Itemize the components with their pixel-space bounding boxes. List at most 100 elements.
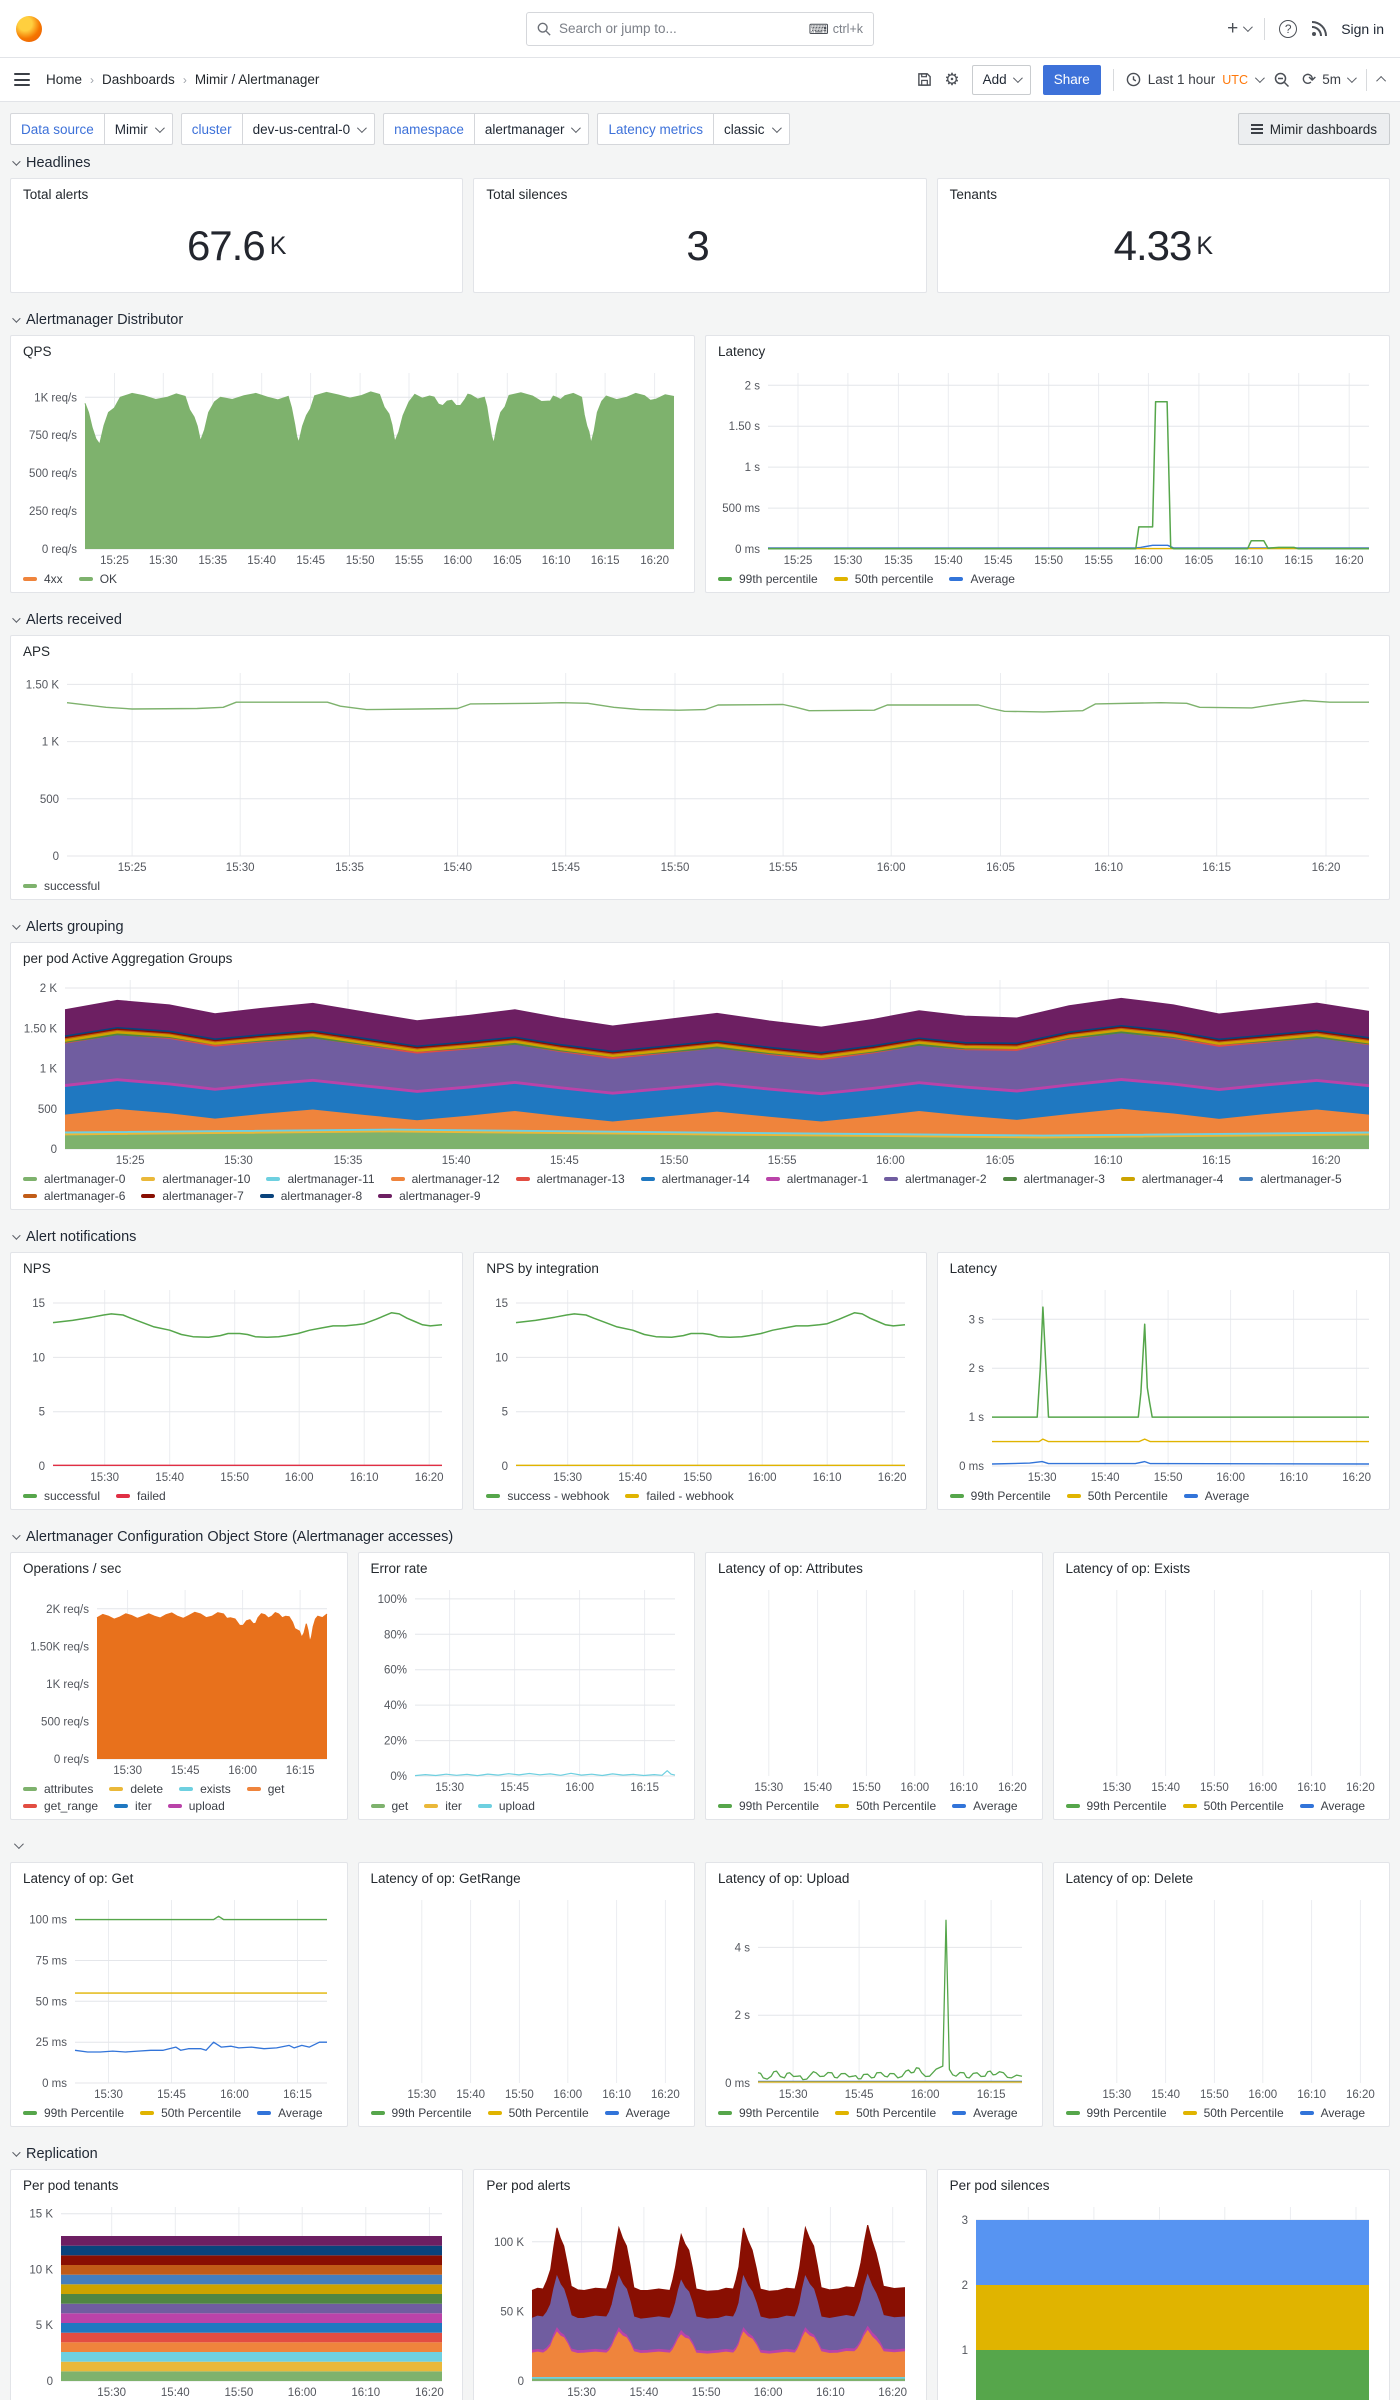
panel-title[interactable]: NPS (23, 1261, 51, 1276)
legend-item[interactable]: Average (1183, 1489, 1249, 1503)
panel-title[interactable]: Total alerts (23, 187, 89, 202)
help-icon[interactable]: ? (1279, 19, 1298, 38)
legend-item[interactable]: 4xx (23, 572, 63, 586)
legend-item[interactable]: alertmanager-9 (378, 1189, 481, 1203)
section-alerts-received[interactable]: Alerts received (0, 603, 1400, 633)
legend-item[interactable]: alertmanager-12 (390, 1172, 500, 1186)
panel-title[interactable]: Latency of op: Upload (718, 1871, 850, 1886)
panel-title[interactable]: NPS by integration (486, 1261, 599, 1276)
legend-item[interactable]: alertmanager-2 (884, 1172, 987, 1186)
legend-item[interactable]: Average (949, 572, 1015, 586)
panel-title[interactable]: per pod Active Aggregation Groups (23, 951, 233, 966)
share-button[interactable]: Share (1042, 64, 1101, 95)
legend-item[interactable]: upload (167, 1799, 225, 1813)
legend-item[interactable]: 50th percentile (833, 572, 933, 586)
namespace-picker[interactable]: namespace alertmanager (383, 113, 590, 145)
legend-item[interactable]: get_range (23, 1799, 98, 1813)
legend-item[interactable]: 99th Percentile (718, 1799, 819, 1813)
datasource-picker[interactable]: Data source Mimir (10, 113, 173, 145)
per-pod-tenants-chart[interactable]: 0 5 K 10 K 15 K 15:30 15:40 15:50 16:00 16:10 16:… (21, 2197, 452, 2400)
panel-title[interactable]: Latency of op: Exists (1065, 1561, 1191, 1576)
legend-item[interactable]: alertmanager-8 (259, 1189, 362, 1203)
legend-item[interactable]: 99th Percentile (370, 2106, 472, 2120)
panel-title[interactable]: APS (23, 644, 51, 659)
legend-item[interactable]: alertmanager-6 (23, 1189, 125, 1203)
legend-item[interactable]: Average (952, 1799, 1018, 1813)
breadcrumb-dashboards[interactable]: Dashboards (102, 72, 175, 87)
panel-title[interactable]: Per pod silences (949, 2178, 1050, 2193)
mimir-dashboards-button[interactable]: Mimir dashboards (1237, 113, 1390, 145)
panel-title[interactable]: Latency of op: Get (23, 1871, 134, 1886)
nps-chart[interactable]: 0 5 10 15 15:30 15:40 15:50 16:00 16:10 16:20 (21, 1280, 452, 1486)
per-pod-alerts-chart[interactable]: 0 50 K 100 K 15:30 15:40 15:50 16:00 16:10 16:20 (484, 2197, 915, 2400)
sign-in-link[interactable]: Sign in (1341, 20, 1384, 37)
legend-item[interactable]: attributes (23, 1782, 93, 1796)
operations-chart[interactable]: 0 req/s 500 req/s 1K req/s 1.50K req/s 2K re… (21, 1580, 337, 1779)
legend-item[interactable]: alertmanager-5 (1239, 1172, 1342, 1186)
legend-item[interactable]: successful (23, 879, 100, 893)
panel-title[interactable]: Latency of op: Attributes (718, 1561, 863, 1576)
section-distributor[interactable]: Alertmanager Distributor (0, 303, 1400, 333)
legend-item[interactable]: 99th Percentile (718, 2106, 819, 2120)
legend-item[interactable]: alertmanager-10 (141, 1172, 250, 1186)
namespace-value[interactable]: alertmanager (474, 113, 590, 145)
legend-item[interactable]: success - webhook (486, 1489, 609, 1503)
refresh-picker[interactable]: ⟳ 5m (1302, 71, 1357, 88)
latency-get-chart[interactable]: 0 ms 25 ms 50 ms 75 ms 100 ms 15:30 15:45 16:00… (21, 1890, 337, 2103)
legend-item[interactable]: alertmanager-3 (1002, 1172, 1105, 1186)
notification-latency-chart[interactable]: 0 ms 1 s 2 s 3 s 15:30 15:40 15:50 16:00 16:10 16… (948, 1280, 1379, 1486)
panel-title[interactable]: Latency of op: GetRange (370, 1871, 521, 1886)
aps-chart[interactable]: 0 500 1 K 1.50 K 15:25 15:30 15:35 15:40 15:45 15… (21, 663, 1379, 876)
legend-item[interactable]: delete (109, 1782, 163, 1796)
add-button[interactable]: Add (971, 64, 1031, 95)
legend-item[interactable]: get (246, 1782, 284, 1796)
legend-item[interactable]: 50th Percentile (140, 2106, 241, 2120)
zoom-out-icon[interactable] (1274, 72, 1290, 88)
legend-item[interactable]: iter (424, 1799, 462, 1813)
legend-item[interactable]: alertmanager-11 (266, 1172, 375, 1186)
legend-item[interactable]: failed - webhook (625, 1489, 734, 1503)
latency-metrics-value[interactable]: classic (714, 113, 790, 145)
panel-title[interactable]: Latency of op: Delete (1065, 1871, 1194, 1886)
save-icon[interactable] (917, 72, 932, 87)
legend-item[interactable]: OK (78, 572, 117, 586)
menu-icon[interactable] (14, 73, 30, 86)
panel-title[interactable]: Latency (718, 344, 766, 359)
collapse-toolbar-icon[interactable] (1376, 75, 1387, 86)
legend-item[interactable]: 99th percentile (718, 572, 818, 586)
legend-item[interactable]: successful (23, 1489, 100, 1503)
legend-item[interactable]: exists (179, 1782, 231, 1796)
legend-item[interactable]: Average (604, 2106, 670, 2120)
latency-metrics-picker[interactable]: Latency metrics classic (597, 113, 790, 145)
legend-item[interactable]: alertmanager-1 (765, 1172, 868, 1186)
news-icon[interactable] (1311, 20, 1328, 37)
legend-item[interactable]: upload (477, 1799, 535, 1813)
cluster-picker[interactable]: cluster dev-us-central-0 (180, 113, 376, 145)
latency-attributes-chart[interactable]: 15:30 15:40 15:50 16:00 16:10 16:20 (716, 1580, 1032, 1796)
distributor-latency-chart[interactable]: 0 ms 500 ms 1 s 1.50 s 2 s 15:25 15:30 15:35 15:… (716, 363, 1379, 569)
panel-title[interactable]: Total silences (486, 187, 568, 202)
legend-item[interactable]: 50th Percentile (835, 1799, 936, 1813)
legend-item[interactable]: 99th Percentile (949, 1489, 1051, 1503)
legend-item[interactable]: Average (952, 2106, 1018, 2120)
panel-title[interactable]: Tenants (949, 187, 997, 202)
legend-item[interactable]: Average (257, 2106, 323, 2120)
legend-item[interactable]: alertmanager-7 (141, 1189, 244, 1203)
panel-title[interactable]: Latency (949, 1261, 997, 1276)
time-range-picker[interactable]: Last 1 hour UTC (1126, 72, 1265, 87)
legend-item[interactable]: 99th Percentile (23, 2106, 124, 2120)
section-alerts-grouping[interactable]: Alerts grouping (0, 910, 1400, 940)
legend-item[interactable]: 50th Percentile (487, 2106, 589, 2120)
gear-icon[interactable]: ⚙ (944, 70, 960, 89)
latency-delete-chart[interactable]: 15:30 15:40 15:50 16:00 16:10 16:20 (1064, 1890, 1380, 2103)
aggregation-groups-chart[interactable]: 0 500 1 K 1.50 K 2 K 15:25 15:30 15:35 15:40 15:4… (21, 970, 1379, 1169)
latency-getrange-chart[interactable]: 15:30 15:40 15:50 16:00 16:10 16:20 (369, 1890, 685, 2103)
datasource-value[interactable]: Mimir (104, 113, 173, 145)
panel-title[interactable]: Error rate (370, 1561, 428, 1576)
legend-item[interactable]: Average (1299, 1799, 1365, 1813)
error-rate-chart[interactable]: 0% 20% 40% 60% 80% 100% 15:30 15:45 16:00 16:15 (369, 1580, 685, 1796)
breadcrumb-home[interactable]: Home (46, 72, 83, 87)
panel-title[interactable]: Operations / sec (23, 1561, 122, 1576)
nps-integration-chart[interactable]: 0 5 10 15 15:30 15:40 15:50 16:00 16:10 16:20 (484, 1280, 915, 1486)
